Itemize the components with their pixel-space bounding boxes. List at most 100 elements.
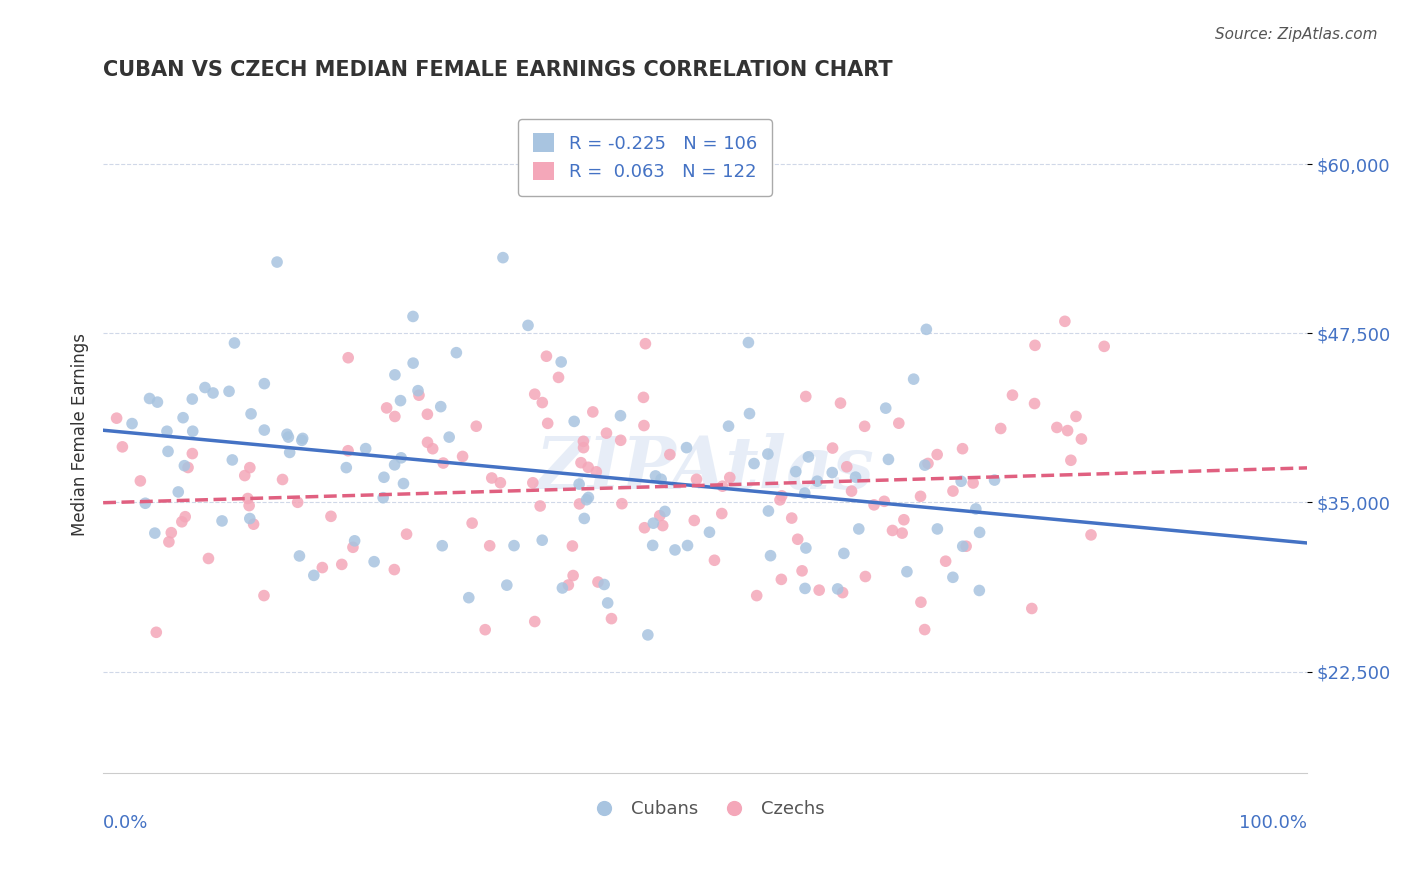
Point [711, 479, 734, 493]
Point [853, 569, 876, 583]
Point [935, 554, 957, 568]
Text: 100.0%: 100.0% [1239, 814, 1308, 832]
Point [942, 570, 965, 584]
Point [253, 423, 276, 437]
Point [882, 524, 904, 538]
Point [664, 543, 686, 558]
Point [382, 563, 405, 577]
Point [844, 470, 866, 484]
Legend: Cubans, Czechs: Cubans, Czechs [578, 793, 832, 825]
Point [465, 419, 488, 434]
Point [1060, 453, 1083, 467]
Point [633, 390, 655, 404]
Point [523, 387, 546, 401]
Point [969, 583, 991, 598]
Point [596, 596, 619, 610]
Point [218, 384, 240, 399]
Point [575, 492, 598, 507]
Point [291, 431, 314, 445]
Point [551, 581, 574, 595]
Point [1024, 396, 1046, 410]
Point [780, 511, 803, 525]
Point [402, 310, 425, 324]
Point [363, 555, 385, 569]
Point [143, 526, 166, 541]
Point [522, 475, 544, 490]
Point [699, 525, 721, 540]
Point [121, 417, 143, 431]
Point [287, 495, 309, 509]
Point [718, 470, 741, 484]
Point [354, 442, 377, 456]
Point [648, 508, 671, 523]
Text: CUBAN VS CZECH MEDIAN FEMALE EARNINGS CORRELATION CHART: CUBAN VS CZECH MEDIAN FEMALE EARNINGS CO… [103, 60, 893, 79]
Point [392, 476, 415, 491]
Point [650, 472, 672, 486]
Point [343, 533, 366, 548]
Point [337, 351, 360, 365]
Point [717, 419, 740, 434]
Point [683, 514, 706, 528]
Point [335, 460, 357, 475]
Point [965, 502, 987, 516]
Point [478, 539, 501, 553]
Point [536, 349, 558, 363]
Point [832, 546, 855, 560]
Point [170, 515, 193, 529]
Point [489, 475, 512, 490]
Point [910, 595, 932, 609]
Point [887, 416, 910, 430]
Point [446, 345, 468, 359]
Point [236, 491, 259, 506]
Point [797, 450, 820, 464]
Point [238, 499, 260, 513]
Point [271, 473, 294, 487]
Point [572, 434, 595, 449]
Point [950, 475, 973, 489]
Point [572, 441, 595, 455]
Point [676, 539, 699, 553]
Point [738, 407, 761, 421]
Point [794, 582, 817, 596]
Point [429, 400, 451, 414]
Point [233, 468, 256, 483]
Point [633, 521, 655, 535]
Point [481, 471, 503, 485]
Point [416, 435, 439, 450]
Point [848, 522, 870, 536]
Point [457, 591, 479, 605]
Point [582, 405, 605, 419]
Point [896, 565, 918, 579]
Point [105, 411, 128, 425]
Point [373, 470, 395, 484]
Point [311, 560, 333, 574]
Point [675, 441, 697, 455]
Point [643, 516, 665, 531]
Point [529, 499, 551, 513]
Point [891, 526, 914, 541]
Point [531, 533, 554, 548]
Point [194, 380, 217, 394]
Point [574, 511, 596, 525]
Point [633, 418, 655, 433]
Point [808, 583, 831, 598]
Point [406, 384, 429, 398]
Point [794, 541, 817, 555]
Point [330, 558, 353, 572]
Point [537, 417, 560, 431]
Point [1064, 409, 1087, 424]
Point [531, 395, 554, 409]
Point [595, 426, 617, 441]
Point [1056, 424, 1078, 438]
Point [793, 486, 815, 500]
Point [568, 497, 591, 511]
Text: ZIPAtlas: ZIPAtlas [536, 434, 875, 504]
Point [422, 442, 444, 456]
Point [790, 564, 813, 578]
Point [827, 582, 849, 596]
Point [610, 497, 633, 511]
Point [756, 447, 779, 461]
Point [576, 491, 599, 505]
Point [224, 336, 246, 351]
Point [211, 514, 233, 528]
